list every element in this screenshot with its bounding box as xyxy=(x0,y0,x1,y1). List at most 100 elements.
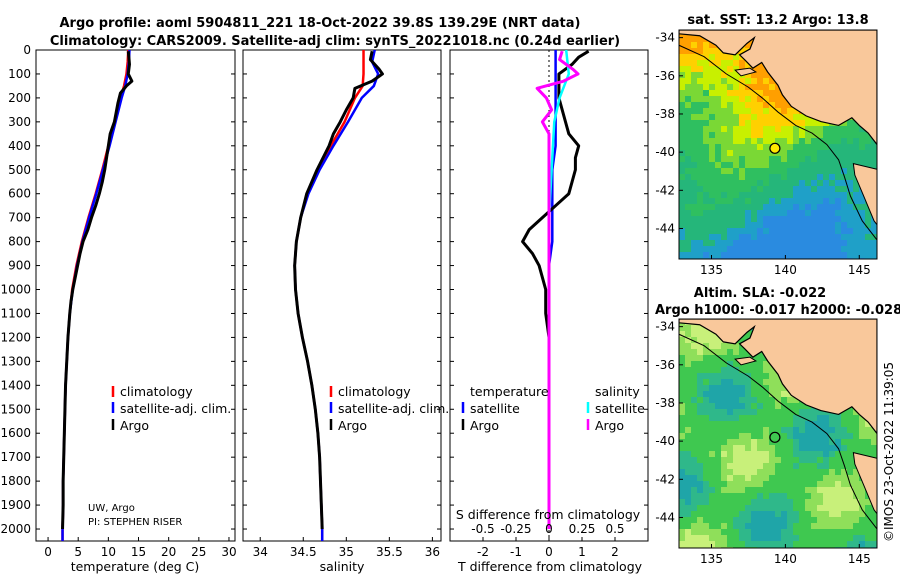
map-cell xyxy=(697,427,703,433)
map-cell xyxy=(781,409,787,415)
map-cell xyxy=(781,204,787,210)
map-cell xyxy=(739,493,745,499)
map-cell xyxy=(853,150,859,156)
map-cell xyxy=(793,108,799,114)
map-cell xyxy=(679,421,685,427)
map-cell xyxy=(781,541,787,547)
map-cell xyxy=(715,114,721,120)
map-cell xyxy=(727,379,733,385)
map-cell xyxy=(685,523,691,529)
map-cell xyxy=(727,174,733,180)
map-cell xyxy=(709,90,715,96)
map-cell xyxy=(757,409,763,415)
map-cell xyxy=(751,403,757,409)
map-cell xyxy=(739,156,745,162)
depth-tick-label: 1000 xyxy=(0,283,31,297)
map-cell xyxy=(793,421,799,427)
map-cell xyxy=(793,445,799,451)
map-cell xyxy=(769,228,775,234)
map-cell xyxy=(793,475,799,481)
map-cell xyxy=(751,120,757,126)
map-cell xyxy=(769,541,775,547)
map-cell xyxy=(727,457,733,463)
map-cell xyxy=(751,529,757,535)
map-cell xyxy=(697,343,703,349)
map-cell xyxy=(847,523,853,529)
sla-map-frame xyxy=(678,318,878,549)
map-cell xyxy=(751,180,757,186)
map-cell xyxy=(751,252,757,258)
map-cell xyxy=(853,228,859,234)
map-cell xyxy=(865,535,871,541)
map-cell xyxy=(805,168,811,174)
map-cell xyxy=(727,144,733,150)
map-cell xyxy=(703,475,709,481)
map-cell xyxy=(757,72,763,78)
map-cell xyxy=(787,433,793,439)
map-cell xyxy=(685,120,691,126)
map-cell xyxy=(805,493,811,499)
map-cell xyxy=(793,216,799,222)
map-cell xyxy=(829,216,835,222)
x-tick-label: -1 xyxy=(510,545,522,559)
map-cell xyxy=(763,505,769,511)
map-cell xyxy=(787,138,793,144)
map-cell xyxy=(751,487,757,493)
map-cell xyxy=(721,96,727,102)
map-cell xyxy=(733,144,739,150)
map-cell xyxy=(697,331,703,337)
map-cell xyxy=(841,234,847,240)
map-cell xyxy=(691,445,697,451)
map-cell xyxy=(811,469,817,475)
map-cell xyxy=(841,427,847,433)
map-cell xyxy=(721,222,727,228)
map-cell xyxy=(721,66,727,72)
map-cell xyxy=(691,337,697,343)
map-cell xyxy=(787,150,793,156)
map-cell xyxy=(835,511,841,517)
map-cell xyxy=(859,427,865,433)
map-cell xyxy=(679,186,685,192)
map-cell xyxy=(709,487,715,493)
map-cell xyxy=(733,457,739,463)
map-y-tick-label: -36 xyxy=(655,358,675,372)
map-cell xyxy=(703,331,709,337)
map-cell xyxy=(697,403,703,409)
map-cell xyxy=(691,60,697,66)
map-cell xyxy=(739,132,745,138)
map-cell xyxy=(799,204,805,210)
map-cell xyxy=(709,331,715,337)
map-cell xyxy=(745,126,751,132)
map-cell xyxy=(727,246,733,252)
map-cell xyxy=(871,535,877,541)
map-cell xyxy=(739,120,745,126)
shelf-contour xyxy=(679,44,877,241)
map-cell xyxy=(823,138,829,144)
map-cell xyxy=(835,222,841,228)
map-cell xyxy=(733,415,739,421)
map-cell xyxy=(763,234,769,240)
map-cell xyxy=(805,529,811,535)
map-cell xyxy=(715,108,721,114)
map-cell xyxy=(727,156,733,162)
map-cell xyxy=(751,463,757,469)
map-cell xyxy=(853,475,859,481)
map-cell xyxy=(679,337,685,343)
map-y-tick-label: -34 xyxy=(655,320,675,334)
map-cell xyxy=(721,72,727,78)
map-cell xyxy=(787,252,793,258)
map-cell xyxy=(697,234,703,240)
map-cell xyxy=(853,529,859,535)
map-cell xyxy=(769,403,775,409)
map-cell xyxy=(823,517,829,523)
map-cell xyxy=(835,499,841,505)
map-cell xyxy=(823,234,829,240)
map-cell xyxy=(787,409,793,415)
map-cell xyxy=(733,138,739,144)
depth-tick-label: 1600 xyxy=(0,426,31,440)
map-cell xyxy=(787,523,793,529)
map-cell xyxy=(703,162,709,168)
map-cell xyxy=(703,90,709,96)
map-cell xyxy=(823,228,829,234)
map-cell xyxy=(703,246,709,252)
